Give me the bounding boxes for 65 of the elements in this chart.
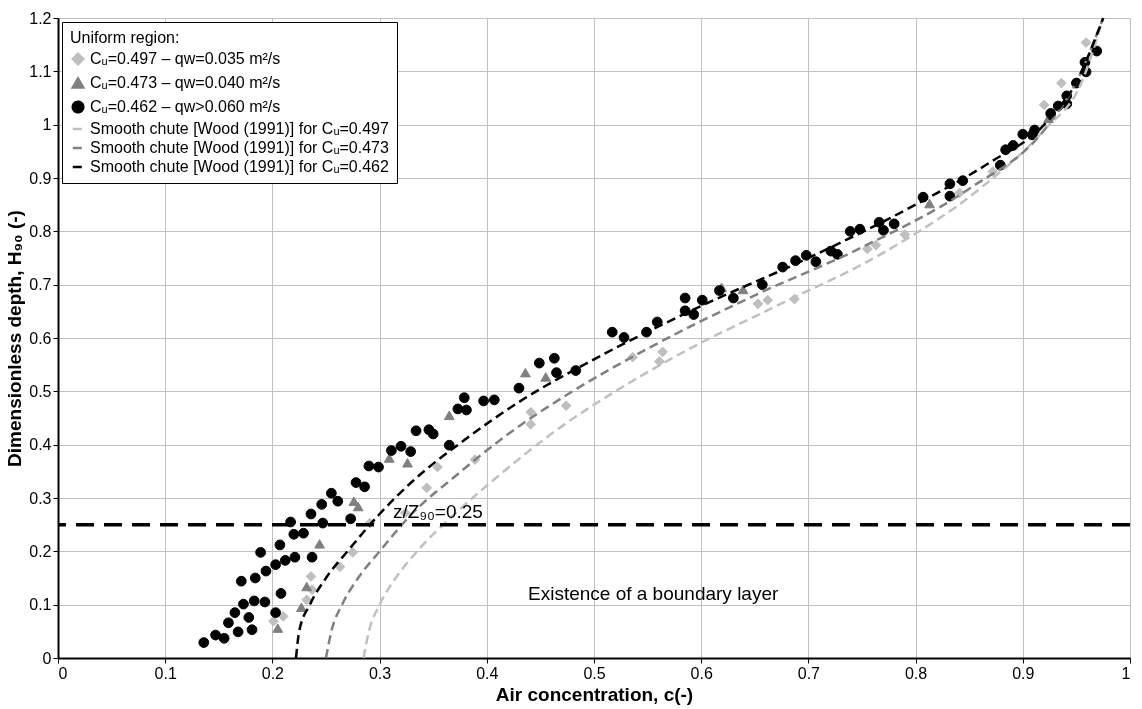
y-tick-label: 1.1 xyxy=(29,62,52,80)
legend-label: Smooth chute [Wood (1991)] for Cᵤ=0.473 xyxy=(90,139,389,156)
y-tick-label: 1 xyxy=(42,116,52,134)
legend-title: Uniform region: xyxy=(70,29,180,46)
y-tick-label: 0.6 xyxy=(29,329,52,347)
point xyxy=(305,571,317,582)
legend-label: Cᵤ=0.462 – qw>0.060 m²/s xyxy=(90,98,281,115)
x-tick-label: 0.4 xyxy=(476,664,499,682)
x-tick-label: 0.3 xyxy=(368,664,392,682)
point xyxy=(540,372,552,382)
x-tick-label: 1 xyxy=(1121,664,1131,682)
legend-label: Cᵤ=0.473 – qw=0.040 m²/s xyxy=(90,74,281,91)
point xyxy=(443,410,455,421)
x-tick-label: 0.7 xyxy=(797,664,821,682)
point xyxy=(525,406,537,418)
y-tick-label: 0.8 xyxy=(29,222,52,240)
point xyxy=(402,458,413,468)
point xyxy=(954,187,965,199)
point xyxy=(352,501,364,512)
y-tick-label: 0.5 xyxy=(29,382,52,400)
point xyxy=(334,561,346,573)
legend-label: Cᵤ=0.497 – qw=0.035 m²/s xyxy=(90,50,281,67)
x-tick-label: 0.6 xyxy=(690,664,713,682)
point xyxy=(1038,99,1050,111)
y-tick-label: 1.2 xyxy=(29,9,52,27)
point xyxy=(525,419,537,430)
ref-line-label: z/Z₉₀=0.25 xyxy=(393,500,483,522)
point xyxy=(657,346,668,358)
point xyxy=(314,539,325,549)
point xyxy=(421,482,433,494)
point xyxy=(520,367,531,378)
y-tick-label: 0.9 xyxy=(29,169,52,187)
x-tick-label: 0.9 xyxy=(1012,664,1035,682)
legend-label: Smooth chute [Wood (1991)] for Cᵤ=0.462 xyxy=(90,158,389,175)
point xyxy=(432,461,443,473)
legend-label: Smooth chute [Wood (1991)] for Cᵤ=0.497 xyxy=(90,120,389,137)
x-tick-label: 0 xyxy=(58,664,68,682)
annotation: Existence of a boundary layer xyxy=(528,583,779,604)
x-tick-label: 0.2 xyxy=(261,664,285,682)
point xyxy=(899,229,911,240)
point xyxy=(752,298,764,310)
x-axis-title: Air concentration, c(-) xyxy=(495,683,694,705)
point xyxy=(301,581,313,592)
point xyxy=(1056,77,1067,89)
point xyxy=(560,400,572,412)
point xyxy=(347,547,359,558)
point xyxy=(272,623,284,633)
point xyxy=(924,198,935,209)
x-tick-label: 0.1 xyxy=(154,664,177,682)
y-tick-label: 0.4 xyxy=(29,436,52,454)
point xyxy=(295,602,307,613)
y-tick-label: 0.2 xyxy=(29,542,52,560)
y-tick-label: 0.3 xyxy=(29,489,52,507)
point xyxy=(383,453,395,463)
x-tick-label: 0.8 xyxy=(904,664,928,682)
y-tick-label: 0.7 xyxy=(29,276,52,294)
point xyxy=(268,615,279,627)
point xyxy=(1080,37,1092,48)
point xyxy=(870,239,882,251)
y-tick-label: 0 xyxy=(42,649,52,667)
y-axis-title: Dimensionless depth, H₉₀ (-) xyxy=(4,210,26,467)
point xyxy=(762,294,774,306)
y-tick-label: 0.1 xyxy=(29,596,52,614)
x-tick-label: 0.5 xyxy=(583,664,606,682)
point xyxy=(737,284,749,295)
